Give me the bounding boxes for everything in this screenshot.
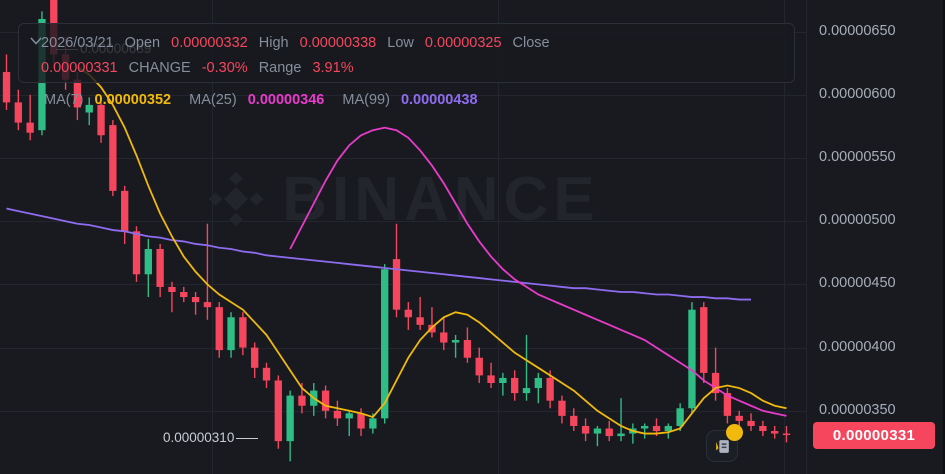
candlestick-series xyxy=(2,0,791,462)
price-axis-label: 0.00000600 xyxy=(819,85,896,102)
gridline-h xyxy=(0,158,806,159)
period-low-label: 0.00000310 xyxy=(163,430,235,445)
price-axis-label: 0.00000650 xyxy=(819,22,896,39)
current-price-tag[interactable]: 0.00000331 xyxy=(813,421,935,449)
range-value: 3.91% xyxy=(312,60,354,76)
tooltip-date: 2026/03/21 xyxy=(41,35,114,51)
change-value: -0.30% xyxy=(201,60,248,76)
ohlc-row-secondary: 0.00000331 CHANGE -0.30% Range 3.91% xyxy=(41,56,778,81)
open-value: 0.00000332 xyxy=(171,35,248,51)
range-label: Range xyxy=(258,60,302,76)
ma99-label: MA(99) xyxy=(342,92,390,108)
low-value: 0.00000325 xyxy=(424,35,502,51)
gridline-h xyxy=(0,410,806,412)
ma25-line xyxy=(289,126,787,417)
ma7-line xyxy=(76,66,787,435)
notification-badge-icon[interactable] xyxy=(726,424,743,441)
ma7-label: MA(7) xyxy=(44,92,84,108)
binance-logo-icon xyxy=(209,171,264,227)
gridline-h xyxy=(0,221,806,223)
gridline-h xyxy=(0,347,806,349)
ma99-line xyxy=(6,207,752,301)
price-axis[interactable]: 0.00000650 0.00000600 0.00000550 0.00000500… xyxy=(806,0,945,474)
ma-legend[interactable]: MA(7) 0.00000352 MA(25) 0.00000346 MA(99… xyxy=(44,92,478,108)
close-value: 0.00000331 xyxy=(41,60,118,76)
low-label: Low xyxy=(387,35,414,51)
price-axis-label: 0.00000350 xyxy=(819,401,896,418)
chart-plot-area[interactable]: BINANCE 0.00000689 0.00000310 xyxy=(0,0,806,474)
high-label: High xyxy=(258,35,289,51)
open-label: Open xyxy=(124,35,161,51)
candle-group xyxy=(2,0,791,462)
axis-right-edge xyxy=(943,0,945,474)
price-axis-label: 0.00000450 xyxy=(819,275,896,292)
ma99-value: 0.00000438 xyxy=(400,92,478,108)
change-label: CHANGE xyxy=(128,60,191,76)
gridline-h xyxy=(0,94,806,96)
chart-document-icon xyxy=(715,439,729,453)
gridline-v xyxy=(784,0,785,474)
ma25-label: MA(25) xyxy=(189,92,237,108)
price-axis-label: 0.00000550 xyxy=(819,149,896,165)
close-label: Close xyxy=(512,35,550,51)
gridline-h xyxy=(0,284,806,286)
chevron-down-icon[interactable] xyxy=(28,33,44,49)
gridline-v xyxy=(212,0,213,474)
price-axis-label: 0.00000500 xyxy=(819,212,896,229)
ma7-value: 0.00000352 xyxy=(94,92,172,108)
price-axis-label: 0.00000400 xyxy=(819,338,896,355)
high-value: 0.00000338 xyxy=(299,35,377,51)
ohlc-tooltip[interactable]: 2026/03/21 Open 0.00000332 High 0.000003… xyxy=(18,23,795,83)
period-low-marker: 0.00000310 xyxy=(163,430,260,445)
gridline-v xyxy=(498,0,499,474)
ma25-value: 0.00000346 xyxy=(247,92,325,108)
ohlc-row-primary: 2026/03/21 Open 0.00000332 High 0.000003… xyxy=(41,31,778,56)
